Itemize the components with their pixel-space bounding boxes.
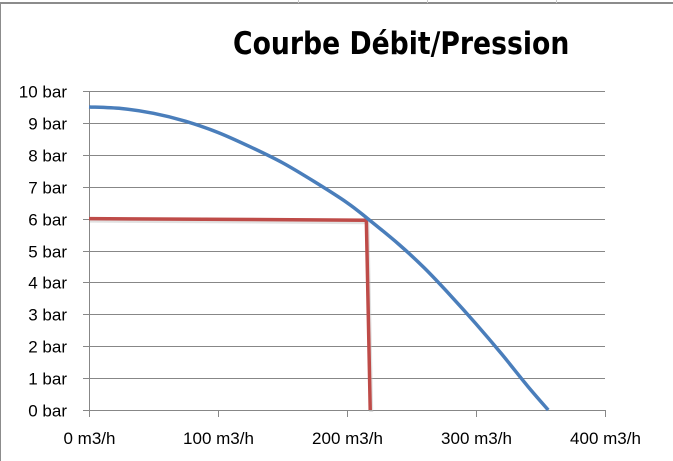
y-axis-labels: 0 bar 1 bar 2 bar 3 bar 4 bar 5 bar 6 bar 7 bar…: [19, 83, 68, 421]
sheet-border-top: [0, 2, 673, 4]
y-tick-label: 7 bar: [28, 179, 67, 198]
y-tick-label: 0 bar: [28, 402, 67, 421]
x-axis-labels: 0 m3/h 100 m3/h 200 m3/h 300 m3/h 400 m3/h: [64, 429, 641, 448]
y-tick-label: 5 bar: [28, 243, 67, 262]
data-series: [88, 105, 550, 413]
y-tick-label: 10 bar: [19, 83, 68, 102]
sheet-column-divider: [427, 0, 428, 3]
x-tick-label: 100 m3/h: [183, 429, 254, 448]
sheet-column-divider: [298, 0, 299, 3]
y-tick-label: 9 bar: [28, 115, 67, 134]
pump-curve-line: [88, 105, 550, 412]
chart-border-left: [0, 3, 1, 461]
y-tick-label: 2 bar: [28, 338, 67, 357]
chart-title: Courbe Débit/Pression: [233, 26, 570, 62]
axes: [83, 91, 606, 417]
y-tick-label: 3 bar: [28, 306, 67, 325]
y-tick-label: 6 bar: [28, 211, 67, 230]
operating-point-guide-line: [88, 216, 372, 411]
x-tick-label: 400 m3/h: [570, 429, 641, 448]
gridlines: [89, 91, 605, 379]
sheet-column-divider: [556, 0, 557, 3]
x-tick-label: 0 m3/h: [64, 429, 116, 448]
x-tick-label: 200 m3/h: [312, 429, 383, 448]
y-tick-label: 4 bar: [28, 274, 67, 293]
x-tick-label: 300 m3/h: [441, 429, 512, 448]
operating-point-shadow: [89, 218, 374, 413]
y-tick-label: 8 bar: [28, 147, 67, 166]
y-tick-label: 1 bar: [28, 370, 67, 389]
